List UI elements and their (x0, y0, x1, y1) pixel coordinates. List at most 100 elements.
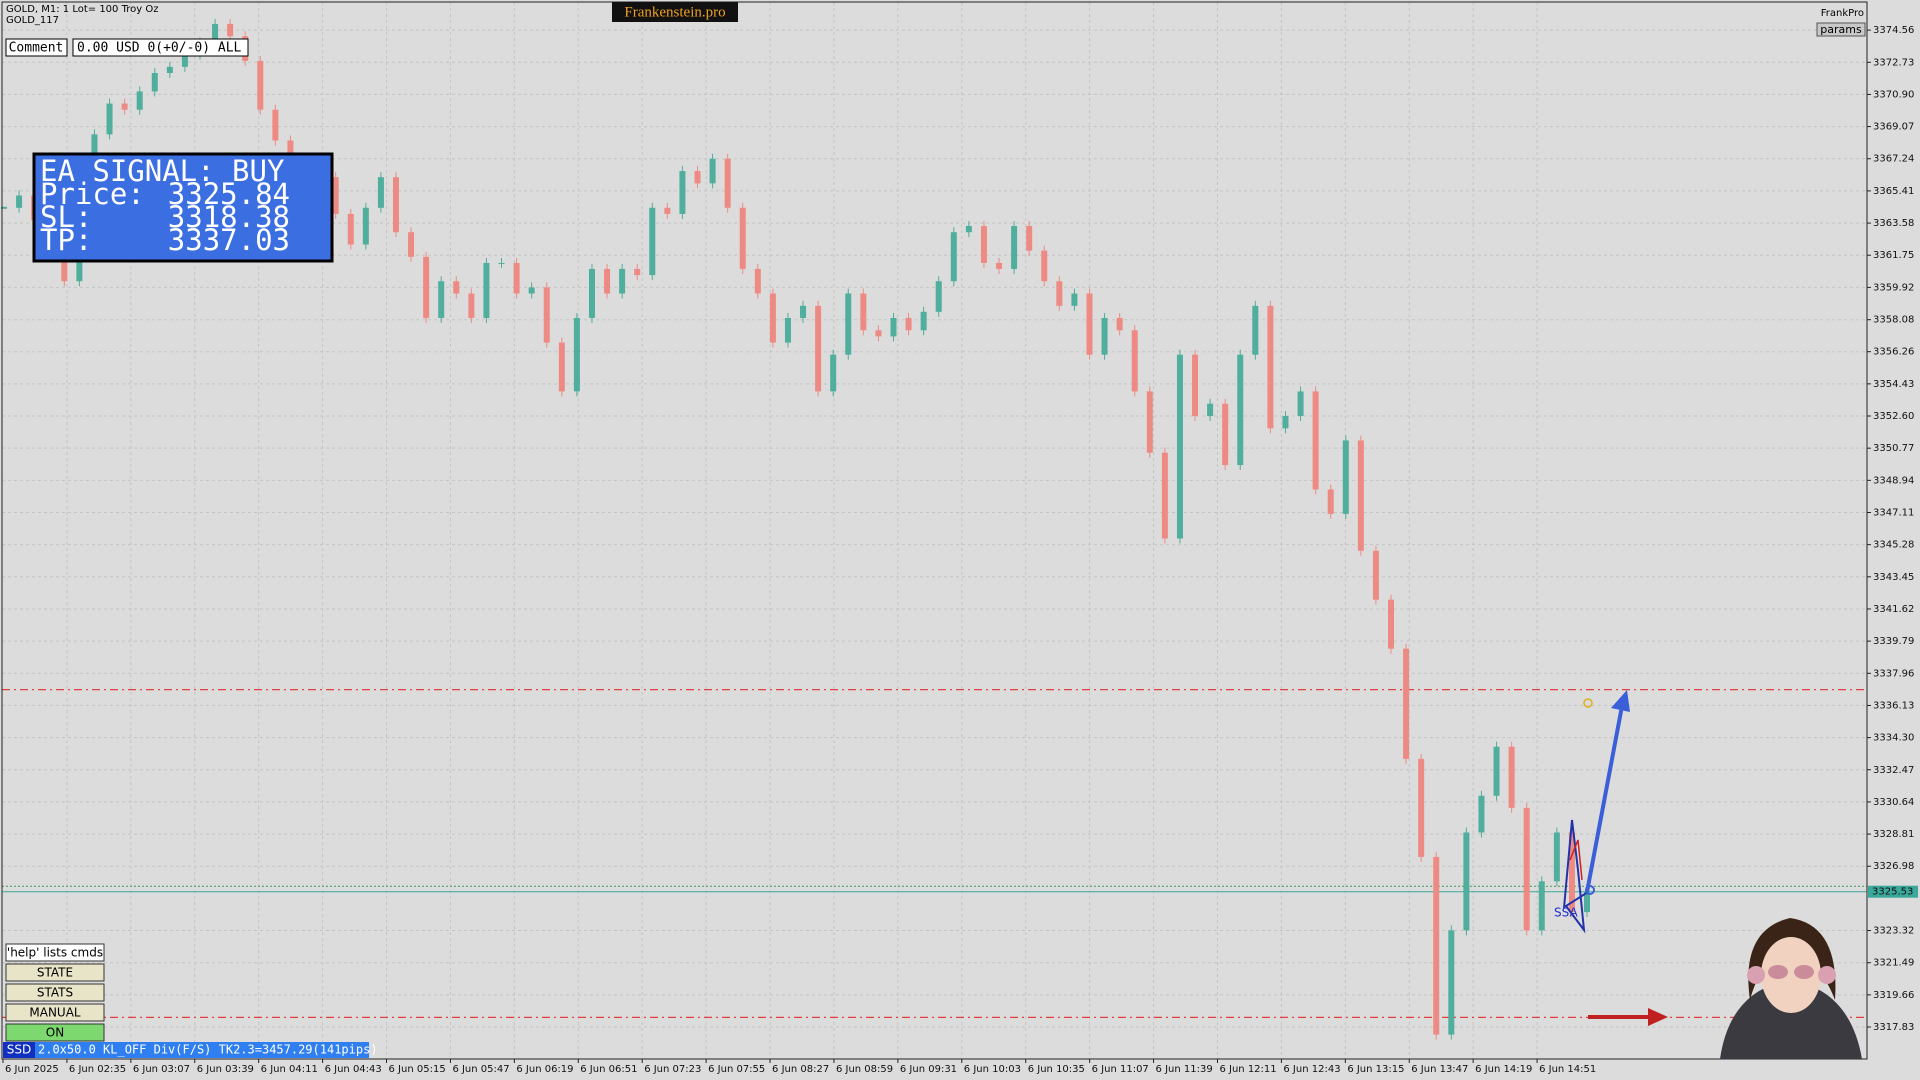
x-tick-label: 6 Jun 03:39 (197, 1064, 254, 1075)
signal-label: TP: (40, 223, 92, 257)
candle-body (739, 207, 746, 269)
x-tick-label: 6 Jun 14:51 (1539, 1064, 1596, 1075)
candle-body (1161, 452, 1168, 539)
signal-value: 3325.84 (168, 177, 290, 211)
button-label[interactable]: STATE (37, 966, 73, 980)
button-box[interactable] (5, 1023, 105, 1042)
x-tick-label: 6 Jun 11:39 (1156, 1064, 1213, 1075)
x-tick-label: 6 Jun 10:03 (964, 1064, 1021, 1075)
ssa-trace-red (1569, 839, 1583, 881)
comment-box[interactable] (5, 38, 68, 57)
y-tick-label: 3350.77 (1873, 443, 1914, 454)
candle-body (1011, 226, 1018, 269)
candle-body (800, 305, 807, 318)
comment-value: 0.00 USD 0(+0/-0) ALL (77, 41, 242, 56)
candle-body (1448, 930, 1455, 1035)
x-tick-label: 6 Jun 14:19 (1475, 1064, 1532, 1075)
candle-body (181, 54, 188, 67)
candle-body (860, 293, 867, 331)
y-tick-label: 3348.94 (1873, 475, 1914, 486)
ssa-trace (1563, 819, 1589, 934)
candle-body (1553, 832, 1560, 882)
buttons: 'help' lists cmds STATE STATS MANUAL ON (5, 943, 105, 1042)
avatar-body (1720, 980, 1862, 1059)
y-tick-label: 3336.13 (1873, 700, 1914, 711)
candles (1, 18, 1590, 1040)
candle-body (558, 342, 565, 392)
x-tick-label: 6 Jun 13:15 (1347, 1064, 1404, 1075)
candle-body (604, 268, 611, 294)
button-label[interactable]: STATS (37, 986, 73, 1000)
signal-rows: Price: 3325.84 SL: 3318.38 TP: 3337.03 (40, 177, 290, 257)
candle-body (1176, 354, 1183, 539)
candle-body (709, 158, 716, 184)
entry-marker (1585, 885, 1595, 895)
arrow-label: SSA (1554, 906, 1578, 920)
candle-body (136, 91, 143, 110)
candle-body (1071, 293, 1078, 306)
candle-body (830, 354, 837, 392)
candle-body (890, 317, 897, 337)
button-box[interactable] (5, 983, 105, 1002)
candle-body (1252, 305, 1259, 355)
plot-frame (1, 1, 1868, 1060)
x-tick-label: 6 Jun 06:51 (580, 1064, 637, 1075)
button-box[interactable] (5, 1003, 105, 1022)
candle-body (61, 244, 68, 282)
candle-body (980, 226, 987, 263)
brand: Frankenstein.pro (624, 4, 725, 20)
button-label[interactable]: ON (46, 1026, 64, 1040)
candle-body (1222, 403, 1229, 466)
candle-body (784, 317, 791, 343)
button-label[interactable]: 'help' lists cmds (7, 946, 103, 960)
comment-button[interactable]: Comment (9, 41, 64, 56)
params-box[interactable] (1816, 22, 1866, 37)
candle-body (332, 177, 339, 214)
candle-body (1146, 391, 1153, 453)
candle-body (1584, 891, 1590, 913)
candle-body (1237, 354, 1244, 466)
candle-body (1207, 403, 1214, 417)
x-tick-label: 6 Jun 07:55 (708, 1064, 765, 1075)
y-tick-label: 3319.66 (1873, 990, 1914, 1001)
y-tick-label: 3328.81 (1873, 829, 1914, 840)
candle-body (724, 158, 731, 208)
symbol-id: GOLD_117 (6, 15, 59, 26)
candle-body (1433, 856, 1440, 1035)
candle-body (769, 293, 776, 343)
candle-body (543, 287, 550, 343)
button-box[interactable] (5, 943, 105, 962)
candle-body (1478, 795, 1485, 833)
params-button[interactable]: params (1820, 23, 1862, 36)
candle-body (468, 293, 475, 318)
comment-value-box (72, 38, 249, 57)
signal-value: 3318.38 (168, 200, 290, 234)
button-box[interactable] (5, 963, 105, 982)
y-tick-label: 3367.24 (1873, 154, 1914, 165)
y-tick-label: 3345.28 (1873, 540, 1914, 551)
candle-body (1523, 807, 1530, 931)
candle-body (212, 23, 219, 43)
sl-arrow-head (1648, 1008, 1668, 1026)
candle-body (1538, 881, 1545, 931)
x-tick-label: 6 Jun 04:11 (261, 1064, 318, 1075)
signal-title: EA SIGNAL: BUY (40, 154, 284, 188)
y-tick-label: 3359.92 (1873, 282, 1914, 293)
candle-body (362, 207, 369, 245)
candle-body (1041, 250, 1048, 282)
candle-body (619, 268, 626, 294)
button-label[interactable]: MANUAL (29, 1006, 81, 1020)
price-tag-box (1868, 885, 1918, 898)
y-tick-label: 3372.73 (1873, 57, 1914, 68)
candle-body (1357, 440, 1364, 551)
candle-body (1282, 416, 1289, 429)
signal-box (32, 152, 334, 263)
candle-body (377, 177, 384, 208)
price-tag: 3325.53 (1872, 887, 1913, 898)
candle-body (1086, 293, 1093, 355)
status-text: 2.0x50.0 KL_OFF Div(F/S) TK2.3=3457.29(1… (38, 1043, 378, 1057)
avatar (1720, 918, 1862, 1059)
signal-label: Price: (40, 177, 145, 211)
